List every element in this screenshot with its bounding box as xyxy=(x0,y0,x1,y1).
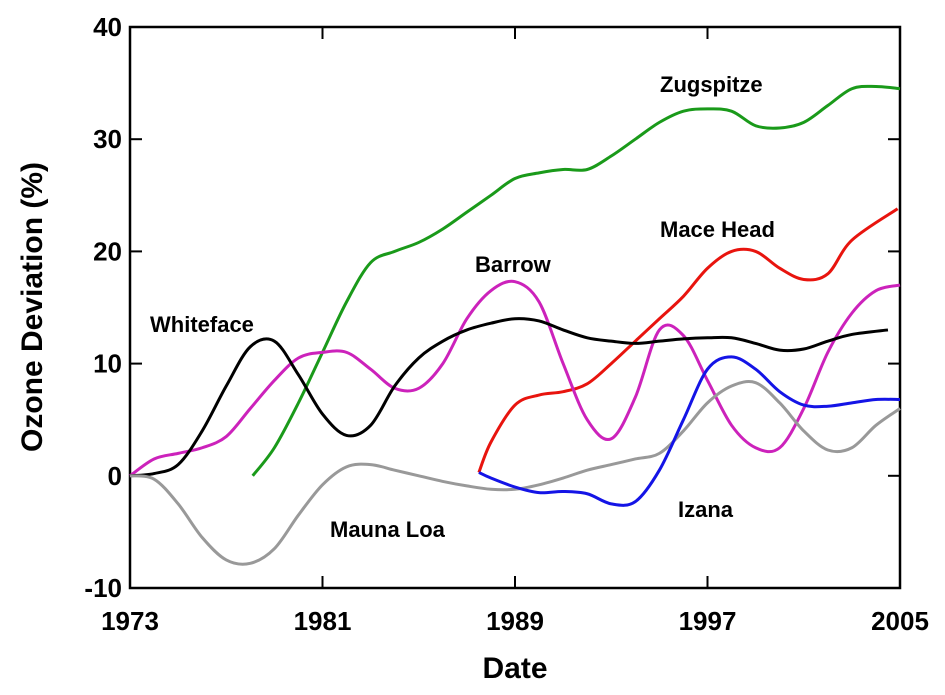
x-tick-label: 1989 xyxy=(486,606,544,636)
y-tick-label: 0 xyxy=(108,461,122,491)
y-tick-label: 20 xyxy=(93,236,122,266)
plot-frame xyxy=(128,25,902,590)
x-axis-title: Date xyxy=(482,652,547,685)
series-label: Barrow xyxy=(475,252,552,277)
y-tick-label: 30 xyxy=(93,124,122,154)
series-label: Zugspitze xyxy=(660,72,763,97)
x-tick-label: 1981 xyxy=(294,606,352,636)
line-series xyxy=(129,380,901,566)
y-axis-title: Ozone Deviation (%) xyxy=(16,162,49,452)
series-label: Mauna Loa xyxy=(330,517,446,542)
y-tick-label: 40 xyxy=(93,12,122,42)
line-series xyxy=(477,207,899,473)
line-series xyxy=(478,355,901,507)
series-label: Mace Head xyxy=(660,217,775,242)
series-label: Izana xyxy=(678,497,734,522)
x-tick-label: 1997 xyxy=(679,606,737,636)
x-tick-label: 2005 xyxy=(871,606,929,636)
y-tick-label: -10 xyxy=(84,573,122,603)
series-label: Whiteface xyxy=(150,312,254,337)
x-tick-label: 1973 xyxy=(101,606,159,636)
line-series xyxy=(129,317,889,478)
line-series xyxy=(129,279,901,478)
y-tick-label: 10 xyxy=(93,349,122,379)
line-series xyxy=(251,84,901,477)
